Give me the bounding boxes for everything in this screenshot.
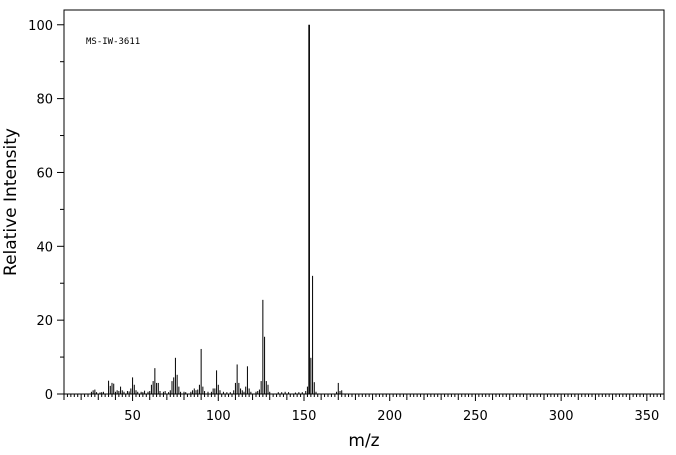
- x-tick-label: 150: [292, 409, 317, 424]
- x-tick-label: 100: [206, 409, 231, 424]
- spectrum-peaks: [90, 24, 343, 394]
- y-tick-label: 80: [36, 93, 53, 108]
- x-tick-label: 250: [463, 409, 488, 424]
- x-tick-label: 300: [549, 409, 574, 424]
- plot-frame: [63, 9, 665, 395]
- y-tick-label: 100: [28, 19, 53, 34]
- y-tick-label: 40: [36, 240, 53, 255]
- x-tick-label: 350: [634, 409, 659, 424]
- x-axis-title: m/z: [348, 431, 379, 451]
- y-axis-title: Relative Intensity: [1, 128, 21, 276]
- x-axis-ticks: 50 100 150 200 250 300 350: [63, 394, 665, 424]
- x-tick-label: 50: [124, 409, 141, 424]
- y-tick-label: 60: [36, 166, 53, 181]
- spectrum-id-annotation: MS-IW-3611: [86, 37, 140, 47]
- y-tick-label: 0: [45, 388, 53, 403]
- y-tick-label: 20: [36, 314, 53, 329]
- x-tick-label: 200: [377, 409, 402, 424]
- y-axis-ticks: 0 20 40 60 80 100: [28, 19, 64, 403]
